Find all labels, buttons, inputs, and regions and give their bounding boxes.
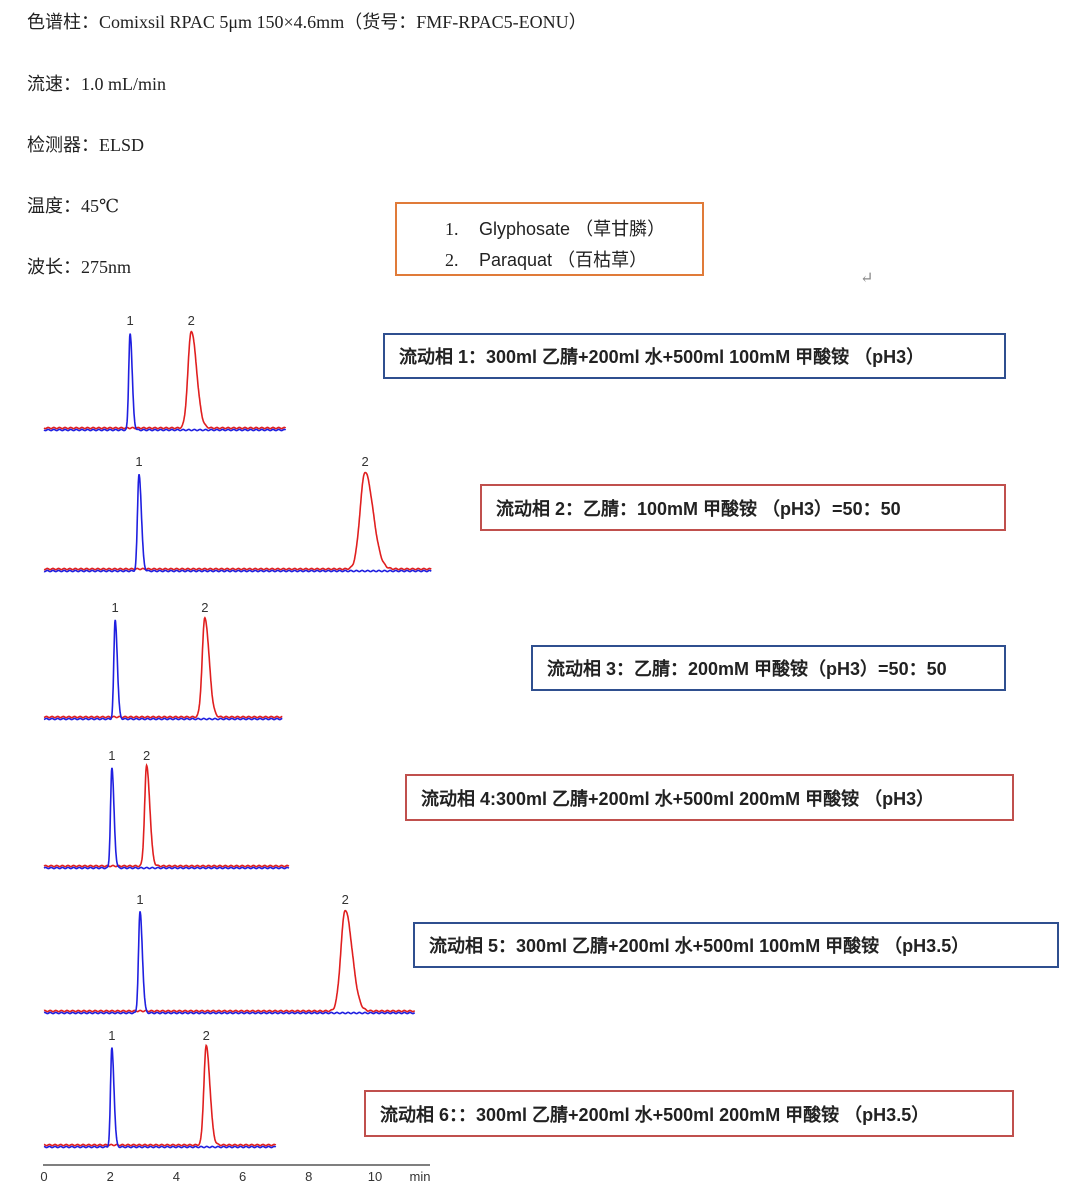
x-tick-label-6: 6 bbox=[239, 1169, 246, 1184]
mobile-phase-4-box: 流动相 4:300ml 乙腈+200ml 水+500ml 200mM 甲酸铵 （… bbox=[405, 774, 1014, 821]
compound-legend: 1. Glyphosate （草甘膦） 2. Paraquat （百枯草） bbox=[395, 202, 704, 276]
chromatogram-4-trace-peak-1 bbox=[43, 767, 290, 870]
chromatogram-6-peak-label-1: 1 bbox=[108, 1028, 115, 1043]
mobile-phase-3-box: 流动相 3：乙腈：200mM 甲酸铵（pH3）=50：50 bbox=[531, 645, 1006, 691]
chromatogram-5-peak-label-1: 1 bbox=[136, 892, 143, 907]
spec-label: 温度： bbox=[27, 196, 81, 216]
spec-label: 流速： bbox=[27, 74, 81, 94]
legend-item-paraquat: 2. Paraquat （百枯草） bbox=[445, 246, 647, 272]
chromatogram-4-trace-peak-2 bbox=[43, 763, 290, 868]
chromatogram-2-trace-peak-2 bbox=[43, 471, 432, 571]
x-tick-label-2: 2 bbox=[107, 1169, 114, 1184]
x-tick-label-10: 10 bbox=[368, 1169, 382, 1184]
chromatogram-3-peak-label-2: 2 bbox=[201, 600, 208, 615]
chromatogram-3-peak-label-1: 1 bbox=[112, 600, 119, 615]
mobile-phase-6-box: 流动相 6：：300ml 乙腈+200ml 水+500ml 200mM 甲酸铵 … bbox=[364, 1090, 1014, 1137]
spec-line: 色谱柱：Comixsil RPAC 5μm 150×4.6mm（货号：FMF-R… bbox=[27, 8, 587, 34]
chromatogram-6-trace-peak-1 bbox=[43, 1047, 277, 1149]
legend-name: Glyphosate bbox=[479, 219, 571, 239]
mobile-phase-5-box: 流动相 5：300ml 乙腈+200ml 水+500ml 100mM 甲酸铵 （… bbox=[413, 922, 1059, 968]
chromatogram-3-trace-peak-1 bbox=[43, 619, 283, 721]
x-axis-label: min bbox=[410, 1169, 431, 1184]
chromatogram-1-peak-label-1: 1 bbox=[126, 313, 133, 328]
legend-cn-name: （草甘膦） bbox=[575, 219, 666, 239]
spec-value: 1.0 mL/min bbox=[81, 74, 166, 94]
spec-line: 流速：1.0 mL/min bbox=[27, 70, 166, 96]
legend-num: 2. bbox=[445, 250, 459, 270]
legend-name: Paraquat bbox=[479, 250, 553, 270]
spec-label: 色谱柱： bbox=[27, 12, 99, 32]
chromatogram-5-peak-label-2: 2 bbox=[342, 892, 349, 907]
spec-line: 检测器：ELSD bbox=[27, 131, 144, 157]
chromatogram-1-trace-peak-1 bbox=[43, 333, 287, 432]
chromatogram-2-peak-label-1: 1 bbox=[135, 454, 142, 469]
x-tick-label-8: 8 bbox=[305, 1169, 312, 1184]
legend-item-glyphosate: 1. Glyphosate （草甘膦） bbox=[445, 215, 665, 241]
chromatogram-2-trace-peak-1 bbox=[43, 473, 432, 573]
chromatogram-2-peak-label-2: 2 bbox=[361, 454, 368, 469]
spec-value: Comixsil RPAC 5μm 150×4.6mm（货号：FMF-RPAC5… bbox=[99, 12, 587, 32]
spec-label: 波长： bbox=[27, 257, 81, 277]
legend-num: 1. bbox=[445, 219, 459, 239]
spec-value: 275nm bbox=[81, 257, 132, 277]
spec-label: 检测器： bbox=[27, 135, 99, 155]
chromatogram-3-trace-peak-2 bbox=[43, 616, 283, 719]
spec-line: 温度：45℃ bbox=[27, 192, 119, 218]
x-tick-label-4: 4 bbox=[173, 1169, 180, 1184]
legend-cn-name: （百枯草） bbox=[557, 250, 648, 270]
spec-value: 45℃ bbox=[81, 196, 120, 216]
mobile-phase-1-box: 流动相 1：300ml 乙腈+200ml 水+500ml 100mM 甲酸铵 （… bbox=[383, 333, 1006, 379]
chromatogram-5-trace-peak-1 bbox=[43, 911, 416, 1015]
spec-line: 波长：275nm bbox=[27, 253, 131, 279]
chromatogram-4-peak-label-1: 1 bbox=[108, 748, 115, 763]
chromatogram-5-trace-peak-2 bbox=[43, 909, 416, 1013]
x-tick-label-0: 0 bbox=[40, 1169, 47, 1184]
chromatogram-4-peak-label-2: 2 bbox=[143, 748, 150, 763]
chromatogram-1-peak-label-2: 2 bbox=[188, 313, 195, 328]
chromatogram-1-trace-peak-2 bbox=[43, 330, 287, 430]
paragraph-return-mark: ↵ bbox=[860, 268, 874, 287]
chromatogram-6-trace-peak-2 bbox=[43, 1043, 277, 1147]
chromatogram-6-peak-label-2: 2 bbox=[203, 1028, 210, 1043]
mobile-phase-2-box: 流动相 2：乙腈：100mM 甲酸铵 （pH3）=50：50 bbox=[480, 484, 1006, 531]
spec-value: ELSD bbox=[99, 135, 144, 155]
